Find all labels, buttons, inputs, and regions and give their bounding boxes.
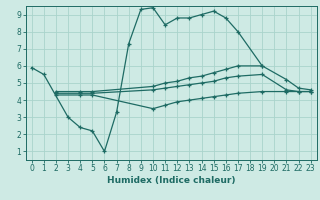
X-axis label: Humidex (Indice chaleur): Humidex (Indice chaleur) xyxy=(107,176,236,185)
